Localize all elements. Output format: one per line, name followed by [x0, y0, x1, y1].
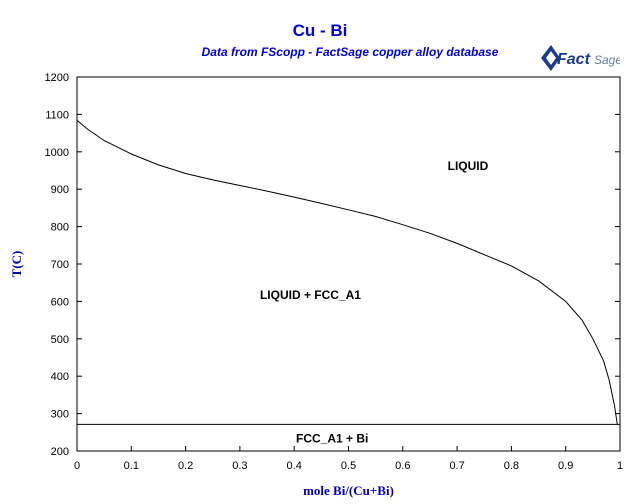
- chart-subtitle: Data from FScopp - FactSage copper alloy…: [201, 45, 499, 59]
- y-tick-label: 1000: [45, 147, 69, 159]
- y-tick-label: 600: [51, 296, 69, 308]
- axis-ticks: [76, 76, 621, 452]
- x-tick-label: 0: [74, 460, 80, 472]
- y-tick-label: 900: [51, 184, 69, 196]
- factsage-logo-fact: Fact: [557, 51, 591, 68]
- annotation-layer: LIQUID LIQUID + FCC_A1 FCC_A1 + Bi: [260, 159, 489, 446]
- x-axis-title: mole Bi/(Cu+Bi): [303, 483, 394, 498]
- liquidus-line: [76, 120, 618, 425]
- series-layer: [76, 120, 620, 425]
- y-tick-label: 400: [51, 371, 69, 383]
- factsage-logo-mark: [541, 45, 560, 71]
- y-tick-label: 800: [51, 222, 69, 234]
- x-tick-label: 1: [617, 460, 623, 472]
- y-tick-label: 700: [51, 259, 69, 271]
- plot-frame: [76, 76, 621, 452]
- chart-title: Cu - Bi: [292, 21, 348, 40]
- y-tick-label: 500: [51, 334, 69, 346]
- factsage-logo-sage: Sage: [594, 53, 620, 67]
- y-tick-label: 1100: [45, 109, 69, 121]
- factsage-logo: Fact Sage: [541, 45, 620, 71]
- x-tick-label: 0.3: [232, 460, 247, 472]
- axis-tick-labels: 0 0.1 0.2 0.3 0.4 0.5 0.6 0.7 0.8 0.9 120030040050…: [45, 72, 624, 472]
- x-tick-label: 0.7: [449, 460, 464, 472]
- region-label: LIQUID: [448, 159, 489, 173]
- region-label: FCC_A1 + Bi: [296, 432, 368, 446]
- region-label: LIQUID + FCC_A1: [260, 288, 361, 302]
- x-tick-label: 0.4: [287, 460, 302, 472]
- x-tick-label: 0.5: [341, 460, 356, 472]
- x-tick-label: 0.8: [504, 460, 519, 472]
- x-tick-label: 0.9: [558, 460, 573, 472]
- y-tick-label: 300: [51, 409, 69, 421]
- x-tick-label: 0.2: [178, 460, 193, 472]
- y-axis-title: T(C): [9, 251, 24, 278]
- y-tick-label: 200: [51, 446, 69, 458]
- x-tick-label: 0.1: [124, 460, 139, 472]
- y-tick-label: 1200: [45, 72, 69, 84]
- x-tick-label: 0.6: [395, 460, 410, 472]
